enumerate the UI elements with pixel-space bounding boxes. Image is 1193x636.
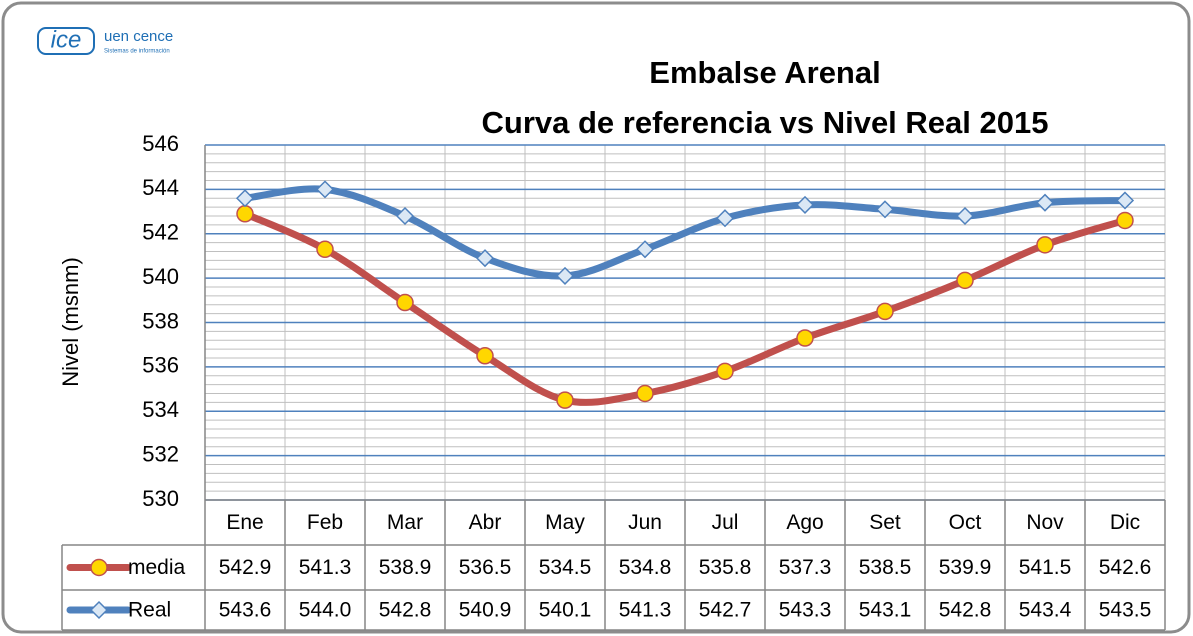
- marker: [476, 347, 494, 365]
- table-value: 542.8: [379, 599, 432, 622]
- x-tick-label: May: [545, 511, 585, 534]
- table-value: 543.4: [1019, 599, 1072, 622]
- marker: [235, 189, 255, 208]
- legend-label: media: [128, 556, 186, 579]
- marker: [796, 329, 814, 347]
- table-value: 544.0: [299, 599, 352, 622]
- x-tick-label: Ene: [226, 511, 263, 534]
- y-tick-label: 538: [142, 308, 179, 333]
- marker: [555, 266, 575, 285]
- x-tick-label: Jul: [712, 511, 739, 534]
- marker: [1115, 191, 1135, 210]
- y-tick-label: 534: [142, 397, 179, 422]
- logo-mark: ice: [51, 26, 82, 53]
- table-value: 542.7: [699, 599, 752, 622]
- marker: [395, 206, 415, 226]
- y-tick-label: 540: [142, 264, 179, 289]
- table-value: 535.8: [699, 556, 752, 579]
- x-tick-label: Abr: [469, 511, 502, 534]
- marker: [315, 180, 335, 199]
- marker: [1116, 211, 1134, 230]
- table-value: 538.9: [379, 556, 432, 579]
- marker: [795, 195, 815, 214]
- logo-box: [37, 27, 95, 55]
- x-tick-label: Feb: [307, 511, 343, 534]
- marker: [316, 240, 334, 259]
- marker: [89, 600, 109, 620]
- marker: [955, 206, 975, 226]
- table-value: 540.1: [539, 599, 592, 622]
- table-value: 536.5: [459, 556, 512, 579]
- marker: [956, 271, 974, 290]
- y-tick-label: 544: [142, 175, 179, 200]
- marker: [635, 240, 655, 259]
- y-axis-label: Nivel (msnm): [58, 257, 83, 387]
- marker: [716, 362, 734, 381]
- table-value: 542.8: [939, 599, 992, 622]
- table-value: 541.3: [299, 556, 352, 579]
- marker: [1036, 236, 1054, 254]
- table-value: 542.9: [219, 556, 272, 579]
- marker: [556, 391, 574, 409]
- marker: [90, 558, 108, 577]
- y-tick-label: 546: [142, 131, 179, 156]
- x-tick-label: Mar: [387, 511, 423, 534]
- table-value: 534.5: [539, 556, 592, 579]
- x-tick-label: Dic: [1110, 511, 1140, 534]
- table-value: 540.9: [459, 599, 512, 622]
- y-tick-label: 542: [142, 220, 179, 245]
- x-tick-label: Nov: [1026, 511, 1064, 534]
- table-value: 537.3: [779, 556, 832, 579]
- table-value: 543.1: [859, 599, 912, 622]
- table-value: 534.8: [619, 556, 672, 579]
- y-tick-label: 532: [142, 441, 179, 466]
- table-value: 539.9: [939, 556, 992, 579]
- chart-title: Embalse Arenal: [649, 55, 880, 90]
- logo-name: uen cence: [104, 28, 173, 45]
- logo-subtitle: Sistemas de información: [104, 49, 170, 55]
- marker: [396, 293, 414, 312]
- y-tick-label: 536: [142, 353, 179, 378]
- chart-title: Curva de referencia vs Nivel Real 2015: [482, 105, 1049, 140]
- table-value: 542.6: [1099, 556, 1152, 579]
- x-tick-label: Oct: [949, 511, 982, 534]
- table-value: 541.3: [619, 599, 672, 622]
- marker: [1035, 193, 1055, 212]
- marker: [715, 209, 735, 228]
- marker: [636, 384, 654, 403]
- marker: [876, 302, 894, 321]
- table-value: 541.5: [1019, 556, 1072, 579]
- marker: [236, 205, 254, 223]
- table-value: 543.5: [1099, 599, 1152, 622]
- x-tick-label: Ago: [786, 511, 823, 534]
- x-tick-label: Jun: [628, 511, 662, 534]
- table-value: 538.5: [859, 556, 912, 579]
- marker: [475, 249, 495, 268]
- y-tick-label: 530: [142, 486, 179, 511]
- x-tick-label: Set: [869, 511, 901, 534]
- table-value: 543.3: [779, 599, 832, 622]
- legend-label: Real: [128, 599, 171, 622]
- marker: [875, 200, 895, 219]
- table-value: 543.6: [219, 599, 272, 622]
